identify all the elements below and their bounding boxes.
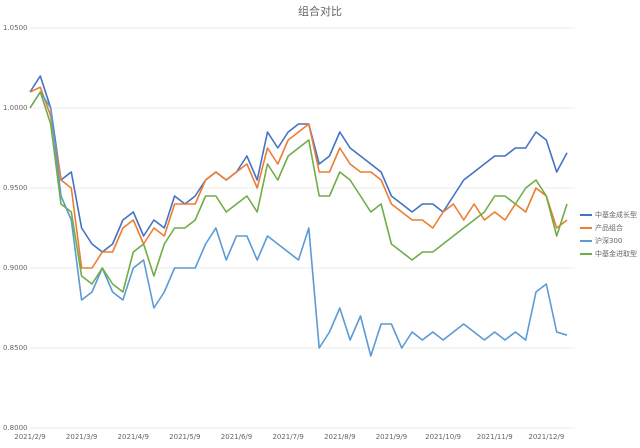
y-tick-label: 0.9000 (3, 264, 28, 272)
y-tick-label: 0.9500 (3, 184, 28, 192)
series-line (29, 91, 568, 293)
x-tick-label: 2021/4/9 (118, 433, 149, 441)
x-tick-label: 2021/12/9 (528, 433, 564, 441)
x-tick-label: 2021/8/9 (324, 433, 355, 441)
y-tick-label: 1.0000 (3, 104, 28, 112)
x-tick-label: 2021/6/9 (221, 433, 252, 441)
x-tick-label: 2021/2/9 (14, 433, 45, 441)
x-tick-label: 2021/11/9 (477, 433, 513, 441)
series-line (29, 91, 568, 357)
legend-label: 产品组合 (595, 223, 623, 232)
y-tick-label: 0.8000 (3, 424, 28, 432)
x-tick-label: 2021/10/9 (425, 433, 461, 441)
x-tick-label: 2021/7/9 (272, 433, 303, 441)
series-line (29, 86, 568, 269)
chart-title: 组合对比 (298, 4, 342, 18)
legend-label: 中基金进取型 (595, 249, 637, 258)
x-tick-label: 2021/5/9 (169, 433, 200, 441)
y-tick-label: 1.0500 (3, 24, 28, 32)
legend-label: 中基金成长型 (595, 210, 637, 219)
series-line (29, 75, 568, 253)
y-tick-label: 0.8500 (3, 344, 28, 352)
x-tick-label: 2021/3/9 (66, 433, 97, 441)
legend-label: 沪深300 (595, 236, 622, 245)
x-tick-label: 2021/9/9 (376, 433, 407, 441)
